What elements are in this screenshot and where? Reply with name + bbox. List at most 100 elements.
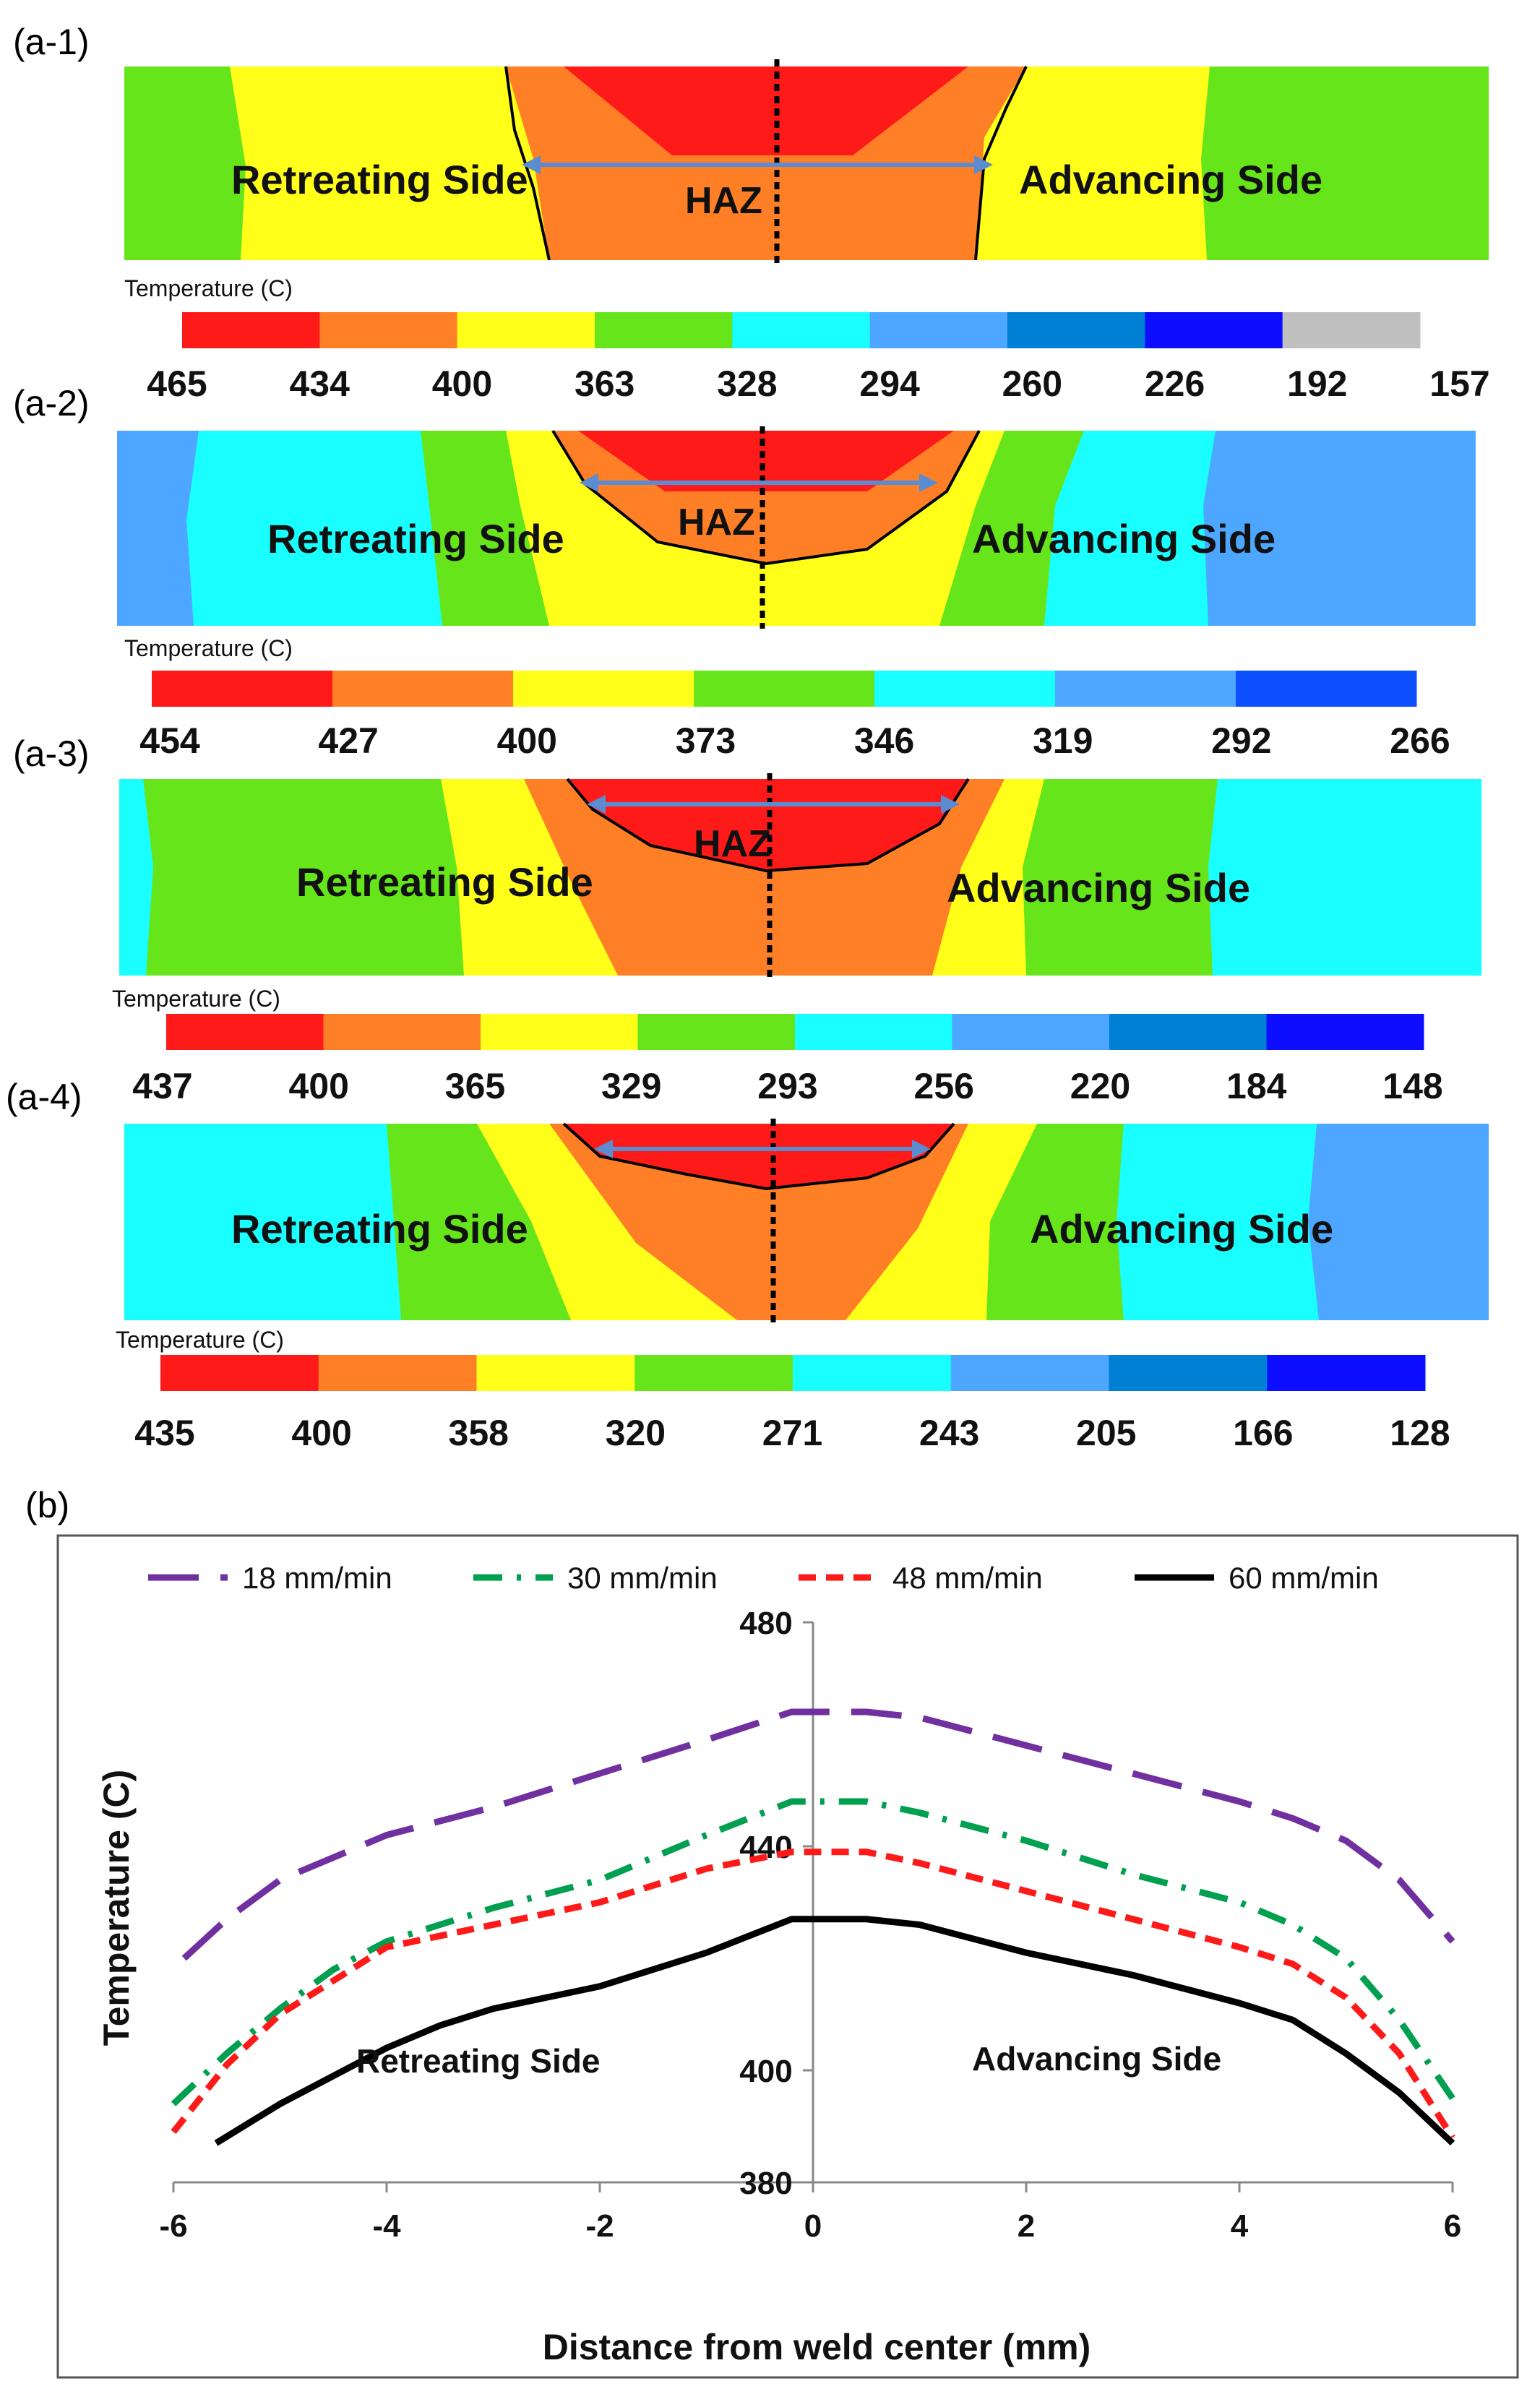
contour-zone-red: [564, 1124, 954, 1189]
legend-label: 30 mm/min: [567, 1561, 718, 1595]
scale-swatch: [952, 1014, 1110, 1050]
scale-value: 454: [139, 720, 200, 761]
x-axis-title: Distance from weld center (mm): [543, 2327, 1091, 2367]
scale-swatch: [182, 312, 320, 348]
chart-series: [171, 1708, 1455, 2146]
advancing-side-label: Advancing Side: [947, 865, 1250, 911]
scale-swatch: [795, 1014, 952, 1050]
scale-swatch: [1007, 312, 1145, 348]
scale-swatch: [635, 1355, 793, 1391]
y-tick-label: 380: [739, 2166, 792, 2201]
temperature-scale-bar: [160, 1355, 1426, 1391]
panel-label-a2: (a-2): [13, 383, 90, 423]
scale-swatch: [732, 312, 871, 348]
y-tick-label: 400: [739, 2054, 792, 2089]
haz-boundary: [562, 1122, 955, 1191]
scale-swatch: [874, 671, 1056, 707]
scale-swatch: [160, 1355, 319, 1391]
scale-swatch: [1267, 1355, 1426, 1391]
scale-value: 400: [497, 720, 557, 761]
scale-value: 184: [1226, 1066, 1287, 1106]
x-tick-label: -4: [372, 2208, 401, 2244]
scale-value: 266: [1390, 720, 1450, 761]
arrow-head-left: [522, 155, 541, 174]
scale-value: 128: [1390, 1413, 1450, 1453]
scale-swatch: [152, 671, 333, 707]
contour-zone-red: [578, 431, 954, 491]
scale-value: 346: [854, 720, 914, 761]
retreating-side-annotation: Retreating Side: [356, 2042, 600, 2080]
panel-label-a3: (a-3): [13, 733, 90, 774]
advancing-side-annotation: Advancing Side: [972, 2040, 1221, 2078]
temperature-scale-title: Temperature (C): [116, 1327, 284, 1353]
series-line: [171, 1798, 1455, 2106]
scale-value: 293: [757, 1066, 817, 1106]
scale-value: 148: [1382, 1066, 1442, 1106]
arrow-head-left: [580, 473, 598, 492]
scale-value: 292: [1211, 720, 1271, 761]
scale-value: 373: [676, 720, 736, 761]
scale-swatch: [513, 671, 694, 707]
scale-value: 256: [914, 1066, 974, 1106]
scale-swatch: [1109, 1014, 1267, 1050]
temperature-scale-title: Temperature (C): [124, 635, 293, 661]
arrow-head-right: [974, 155, 993, 174]
advancing-side-label: Advancing Side: [1030, 1206, 1333, 1252]
scale-value: 427: [318, 720, 378, 761]
scale-value: 226: [1145, 363, 1205, 404]
x-tick-label: 2: [1018, 2208, 1035, 2244]
scale-value: 157: [1429, 363, 1489, 404]
panel-label-b: (b): [25, 1485, 69, 1525]
legend-label: 18 mm/min: [242, 1561, 392, 1595]
haz-boundary: [504, 66, 1028, 261]
legend-label: 48 mm/min: [892, 1561, 1043, 1595]
retreating-side-label: Retreating Side: [296, 859, 593, 905]
contour-panel-a4: Retreating Side Advancing Side Temperatu…: [116, 1119, 1489, 1453]
temperature-scale-bar: [166, 1014, 1424, 1050]
scale-swatch: [332, 671, 514, 707]
scale-swatch: [1282, 312, 1421, 348]
scale-value: 294: [859, 363, 920, 404]
temperature-scale-title: Temperature (C): [112, 986, 280, 1012]
scale-value: 434: [290, 363, 350, 404]
temperature-scale-values: 465 434 400 363 328 294 260 226 192 157: [147, 363, 1489, 404]
temperature-scale-title: Temperature (C): [124, 275, 293, 301]
scale-swatch: [694, 671, 875, 707]
x-tick-label: -2: [585, 2208, 614, 2244]
contour-zone-red: [564, 66, 968, 155]
scale-value: 400: [291, 1413, 351, 1453]
scale-swatch: [869, 312, 1008, 348]
scale-value: 363: [575, 363, 635, 404]
haz-label: HAZ: [694, 823, 771, 865]
arrow-head-right: [912, 1140, 931, 1158]
arrow-head-left: [587, 795, 606, 814]
legend-label: 60 mm/min: [1229, 1561, 1379, 1595]
scale-value: 271: [762, 1413, 822, 1453]
scale-swatch: [1055, 671, 1236, 707]
panel-label-a4: (a-4): [6, 1077, 82, 1117]
scale-swatch: [476, 1355, 635, 1391]
advancing-side-label: Advancing Side: [972, 516, 1276, 561]
scale-value: 220: [1070, 1066, 1130, 1106]
scale-value: 358: [449, 1413, 509, 1453]
scale-value: 328: [717, 363, 777, 404]
series-line: [214, 1916, 1455, 2146]
panel-label-a1: (a-1): [13, 22, 90, 62]
scale-value: 465: [147, 363, 207, 404]
scale-value: 319: [1033, 720, 1093, 761]
scale-value: 365: [445, 1066, 505, 1106]
scale-swatch: [1266, 1014, 1424, 1050]
y-axis-title: Temperature (C): [96, 1770, 137, 2046]
scale-swatch: [323, 1014, 481, 1050]
scale-swatch: [457, 312, 595, 348]
x-tick-label: 6: [1444, 2208, 1461, 2244]
temperature-scale-values: 435 400 358 320 271 243 205 166 128: [134, 1413, 1450, 1453]
chart-frame: [56, 1534, 1519, 2379]
contour-panel-a3: Retreating Side HAZ Advancing Side Tempe…: [112, 773, 1481, 1106]
temperature-scale-bar: [152, 671, 1417, 707]
scale-value: 400: [432, 363, 492, 404]
scale-value: 320: [606, 1413, 666, 1453]
scale-swatch: [793, 1355, 952, 1391]
scale-value: 437: [132, 1066, 192, 1106]
